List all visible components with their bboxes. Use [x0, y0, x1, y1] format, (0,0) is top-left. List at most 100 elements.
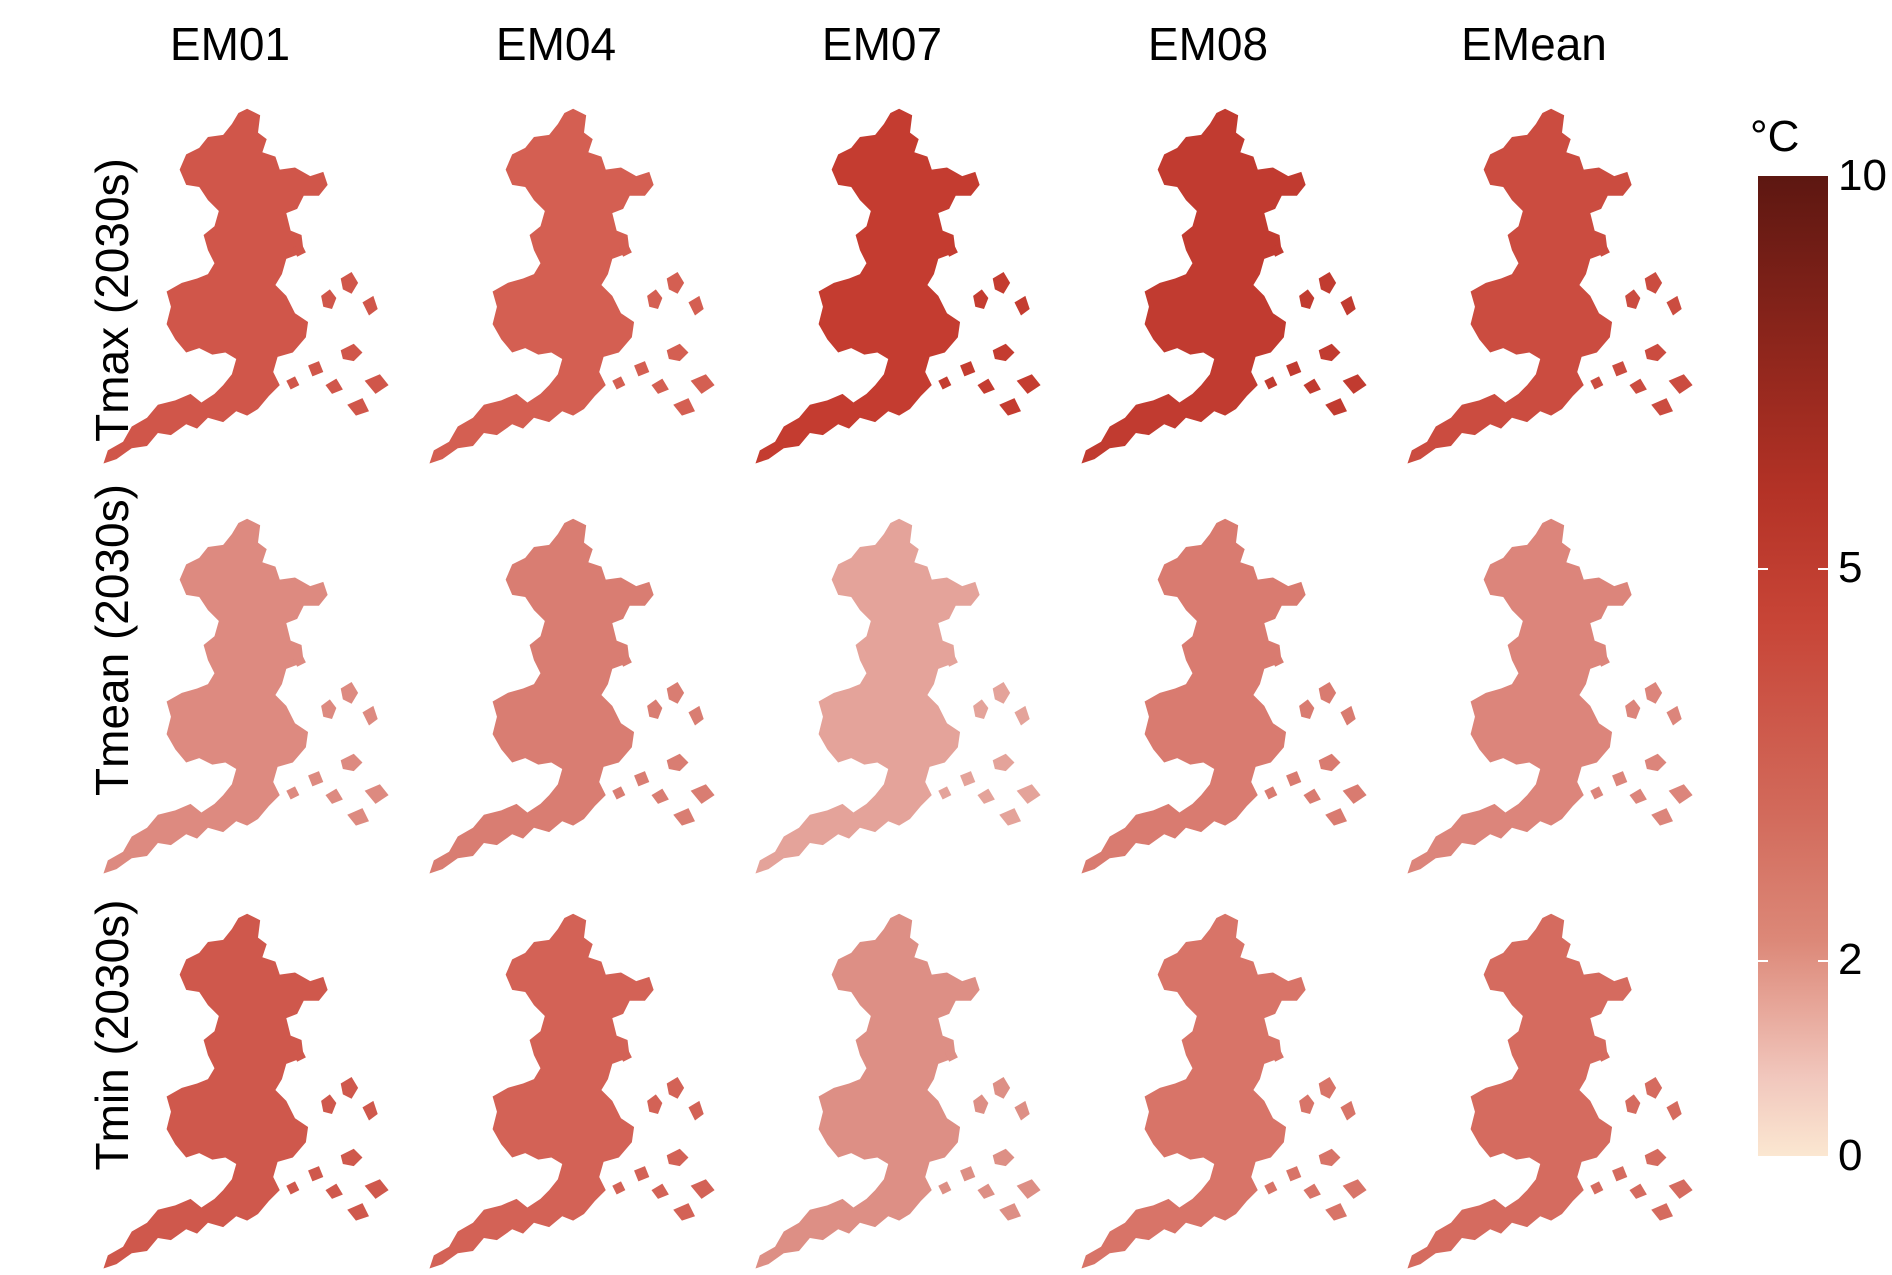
- map-island: [1016, 784, 1041, 804]
- map-panel-tmin-em08: [1056, 905, 1416, 1275]
- map-panel-tmax-em07: [730, 100, 1090, 470]
- map-island: [1342, 374, 1367, 394]
- map-island: [1014, 705, 1030, 726]
- map-island: [1625, 289, 1641, 309]
- map-region: [755, 913, 980, 1269]
- map-island: [977, 378, 995, 394]
- map-panel-tmean-em08: [1056, 510, 1416, 880]
- map-island: [1590, 786, 1604, 800]
- map-island: [673, 398, 695, 416]
- map-island: [992, 343, 1015, 362]
- column-title-emean: EMean: [1461, 18, 1607, 70]
- map-island: [347, 1203, 369, 1221]
- map-island: [1270, 243, 1284, 257]
- map-region: [103, 518, 328, 874]
- map-island: [651, 1183, 669, 1199]
- map-island: [1668, 1179, 1693, 1199]
- map-island: [1340, 705, 1356, 726]
- map-island: [666, 681, 685, 704]
- map-island: [1590, 376, 1604, 390]
- map-island: [1286, 1166, 1302, 1182]
- map-island: [1612, 361, 1628, 377]
- map-island: [1303, 378, 1321, 394]
- map-island: [992, 1148, 1015, 1167]
- map-island: [647, 699, 663, 719]
- map-island: [973, 289, 989, 309]
- map-island: [321, 289, 337, 309]
- map-island: [977, 1183, 995, 1199]
- map-island: [1590, 1181, 1604, 1195]
- map-island: [612, 376, 626, 390]
- map-island: [1264, 786, 1278, 800]
- map-shape: [1407, 913, 1693, 1269]
- map-island: [1612, 771, 1628, 787]
- map-island: [666, 753, 689, 772]
- map-region: [755, 518, 980, 874]
- map-island: [673, 1203, 695, 1221]
- map-island: [647, 289, 663, 309]
- map-island: [1014, 1100, 1030, 1121]
- map-panel-tmin-em04: [404, 905, 764, 1275]
- map-island: [1644, 343, 1667, 362]
- map-island: [1340, 1100, 1356, 1121]
- map-island: [1340, 295, 1356, 316]
- map-shape: [755, 913, 1041, 1269]
- map-island: [1299, 699, 1315, 719]
- map-island: [1016, 1179, 1041, 1199]
- map-island: [1325, 808, 1347, 826]
- map-island: [1666, 1100, 1682, 1121]
- map-island: [992, 271, 1011, 294]
- map-region: [1407, 518, 1632, 874]
- map-island: [992, 753, 1015, 772]
- legend-tick-label: 5: [1838, 543, 1863, 592]
- map-region: [1081, 108, 1306, 464]
- map-shape: [755, 108, 1041, 464]
- map-island: [325, 1183, 343, 1199]
- map-island: [1299, 289, 1315, 309]
- map-island: [690, 1179, 715, 1199]
- map-shape: [103, 913, 389, 1269]
- map-region: [103, 108, 328, 464]
- column-title-em01: EM01: [169, 18, 291, 70]
- map-island: [1016, 374, 1041, 394]
- map-island: [1644, 753, 1667, 772]
- map-island: [292, 243, 306, 257]
- legend-tick-mark: [1758, 960, 1768, 962]
- map-island: [690, 374, 715, 394]
- map-panel-tmax-em01: [78, 100, 438, 470]
- map-region: [1081, 518, 1306, 874]
- map-island: [977, 788, 995, 804]
- map-island: [340, 753, 363, 772]
- map-island: [1644, 1148, 1667, 1167]
- map-island: [1264, 376, 1278, 390]
- legend-tick-mark: [1758, 568, 1768, 570]
- map-island: [1625, 699, 1641, 719]
- map-island: [1668, 374, 1693, 394]
- map-island: [938, 786, 952, 800]
- map-island: [960, 361, 976, 377]
- map-island: [1651, 1203, 1673, 1221]
- map-island: [1318, 1148, 1341, 1167]
- map-island: [1325, 1203, 1347, 1221]
- map-island: [938, 1181, 952, 1195]
- colorbar: [1758, 176, 1828, 1156]
- map-island: [666, 1076, 685, 1099]
- map-island: [340, 681, 359, 704]
- column-title-em04: EM04: [495, 18, 617, 70]
- map-island: [673, 808, 695, 826]
- map-island: [1318, 681, 1337, 704]
- map-island: [340, 1076, 359, 1099]
- map-island: [1625, 1094, 1641, 1114]
- map-island: [618, 1048, 632, 1062]
- legend-unit-label: °C: [1750, 112, 1800, 161]
- map-island: [1651, 398, 1673, 416]
- map-island: [1666, 705, 1682, 726]
- map-island: [1303, 1183, 1321, 1199]
- map-region: [429, 518, 654, 874]
- map-island: [308, 361, 324, 377]
- map-island: [1318, 271, 1337, 294]
- map-island: [1644, 681, 1663, 704]
- map-island: [286, 376, 300, 390]
- map-island: [292, 1048, 306, 1062]
- legend-tick-label: 0: [1838, 1131, 1863, 1180]
